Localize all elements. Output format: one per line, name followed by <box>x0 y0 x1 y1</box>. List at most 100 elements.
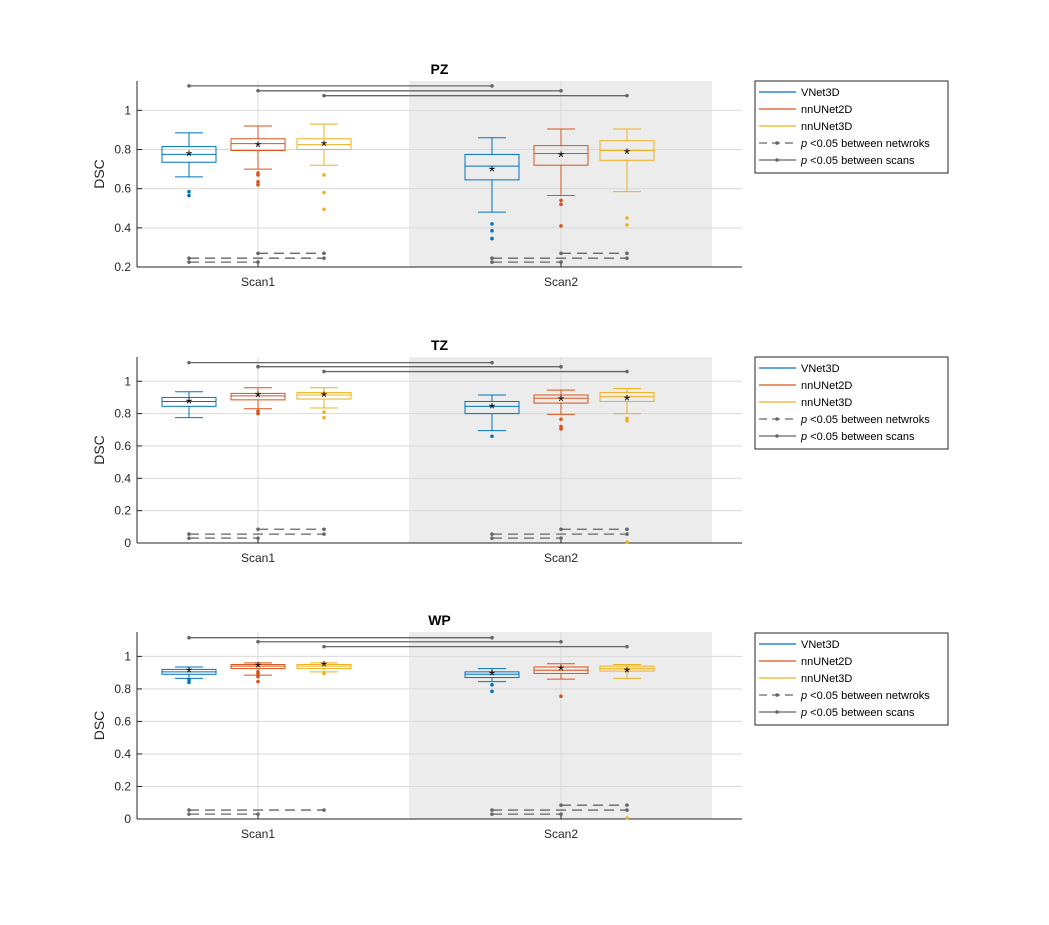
y-tick-label: 0.6 <box>114 714 131 728</box>
box-vnet3d-scan2: * <box>464 137 520 241</box>
box-iqr <box>230 138 286 152</box>
y-tick-label: 0.2 <box>114 504 131 518</box>
x-tick-label: Scan2 <box>544 827 578 841</box>
legend-label-italic: p <box>800 431 807 443</box>
y-axis-label: DSC <box>91 711 107 741</box>
mean-marker: * <box>624 393 630 410</box>
box-iqr <box>464 400 520 415</box>
panel-wp: 0 0.2 0.4 0.6 0.8 1 Scan1 Scan2 WP DSC * * * * * * VNet3… <box>91 612 949 841</box>
sig-networks-end <box>256 527 260 532</box>
sig-networks-end <box>559 536 563 540</box>
mean-marker: * <box>255 660 261 677</box>
y-tick-label: 1 <box>124 374 131 388</box>
outlier-point <box>490 683 494 687</box>
sig-scans-end <box>187 635 191 640</box>
sig-networks-end <box>559 803 563 807</box>
box-iqr <box>533 394 589 404</box>
mean-marker: * <box>186 665 192 682</box>
sig-networks-end <box>625 251 629 256</box>
box-nnunet3d-scan1: * <box>296 123 352 212</box>
sig-scans-end <box>625 93 629 98</box>
mean-marker: * <box>489 668 495 685</box>
y-axis-label: DSC <box>91 435 107 465</box>
chart-title: WP <box>428 612 451 628</box>
y-tick-label: 0 <box>124 536 131 550</box>
sig-networks-end <box>625 803 629 807</box>
legend-label-italic: p <box>800 707 807 719</box>
box-nnunet2d-scan2: * <box>533 128 589 228</box>
legend-label: VNet3D <box>801 87 840 99</box>
outlier-point <box>322 415 326 420</box>
sig-networks-end <box>625 532 629 536</box>
sig-scans-end <box>490 635 494 640</box>
y-tick-label: 0.4 <box>114 747 131 761</box>
legend-label-italic: p <box>800 155 807 167</box>
outlier-point <box>559 427 563 431</box>
legend-label-rest: <0.05 between scans <box>807 431 915 443</box>
outlier-point <box>187 189 191 194</box>
box-nnunet3d-scan2: * <box>599 388 655 544</box>
sig-networks-end <box>187 260 191 264</box>
sig-networks-end <box>625 527 629 532</box>
outlier-point <box>490 689 494 694</box>
mean-marker: * <box>321 139 327 156</box>
legend-label-rest: <0.05 between netwroks <box>807 690 930 702</box>
sig-networks-end <box>256 260 260 264</box>
legend-label: p <0.05 between scans <box>800 431 915 443</box>
mean-marker: * <box>255 140 261 157</box>
sig-networks-end <box>559 251 563 256</box>
legend-label: nnUNet2D <box>801 104 852 116</box>
sig-networks-end <box>187 532 191 536</box>
sig-networks-end <box>559 812 563 816</box>
outlier-point <box>256 671 260 676</box>
sig-networks-end <box>256 536 260 540</box>
legend-label-rest: <0.05 between scans <box>807 155 915 167</box>
sig-scans-end <box>559 639 563 644</box>
mean-marker: * <box>558 394 564 411</box>
outlier-point <box>256 173 260 177</box>
mean-marker: * <box>321 659 327 676</box>
outlier-point <box>490 236 494 241</box>
legend-label: nnUNet2D <box>801 380 852 392</box>
legend-marker <box>775 434 779 438</box>
box-iqr <box>533 145 589 166</box>
legend-marker <box>775 141 779 145</box>
outlier-point <box>322 671 326 676</box>
sig-networks-end <box>187 808 191 812</box>
sig-scans-end <box>559 364 563 369</box>
box-vnet3d-scan1: * <box>161 665 217 685</box>
x-tick-label: Scan2 <box>544 275 578 289</box>
outlier-point <box>322 410 326 414</box>
box-nnunet3d-scan2: * <box>599 128 655 227</box>
legend-marker <box>775 710 779 714</box>
legend-label-rest: <0.05 between netwroks <box>807 414 930 426</box>
legend-label: VNet3D <box>801 639 840 651</box>
box-nnunet2d-scan1: * <box>230 125 286 187</box>
sig-networks-end <box>256 812 260 816</box>
outlier-point <box>625 223 629 227</box>
sig-scans-end <box>187 360 191 365</box>
sig-networks-end <box>322 808 326 812</box>
legend: VNet3D nnUNet2D nnUNet3D p <0.05 between ne… <box>754 80 949 174</box>
legend-label: VNet3D <box>801 363 840 375</box>
x-tick-label: Scan1 <box>241 827 275 841</box>
sig-networks-end <box>490 260 494 264</box>
outlier-point <box>625 419 629 423</box>
outlier-point <box>256 180 260 184</box>
mean-marker: * <box>558 149 564 166</box>
y-tick-label: 1 <box>124 103 131 117</box>
legend-label-italic: p <box>800 414 807 426</box>
sig-networks-end <box>322 527 326 532</box>
outlier-point <box>490 222 494 226</box>
panel-tz: 0 0.2 0.4 0.6 0.8 1 Scan1 Scan2 TZ DSC * * * * * * VNet3… <box>91 337 949 565</box>
y-tick-label: 0.8 <box>114 407 131 421</box>
x-tick-label: Scan1 <box>241 275 275 289</box>
sig-scans-end <box>625 644 629 649</box>
sig-scans-end <box>322 369 326 374</box>
legend-label: p <0.05 between netwroks <box>800 138 930 150</box>
legend-label: nnUNet3D <box>801 673 852 685</box>
x-tick-label: Scan1 <box>241 551 275 565</box>
box-iqr <box>464 153 520 181</box>
legend-marker <box>775 417 779 421</box>
sig-networks-end <box>490 536 494 540</box>
